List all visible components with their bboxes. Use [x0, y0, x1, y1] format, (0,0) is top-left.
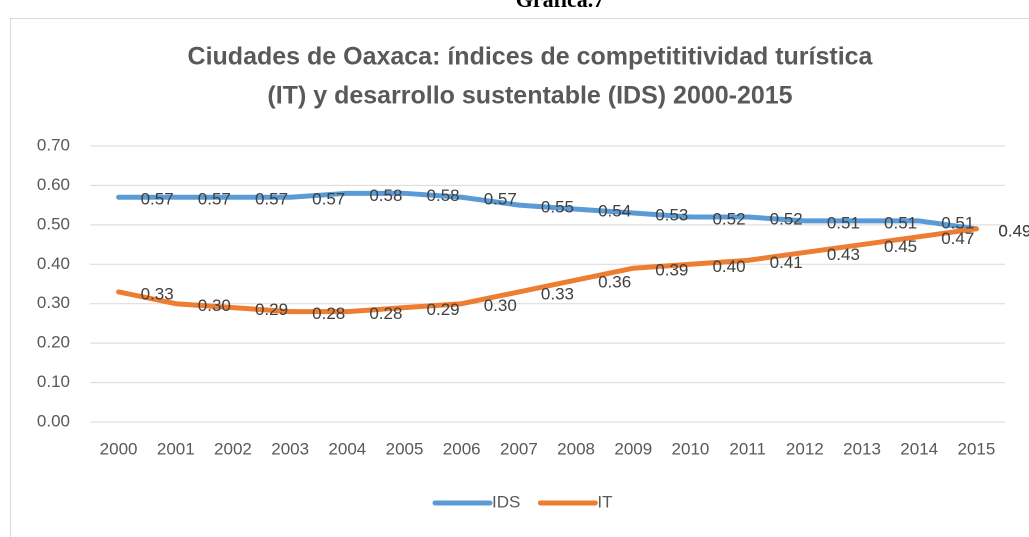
x-tick-label: 2011 — [729, 439, 766, 458]
data-label: 0.33 — [141, 284, 174, 303]
data-label: 0.40 — [712, 257, 745, 276]
x-tick-label: 2013 — [843, 439, 881, 458]
data-label: 0.58 — [427, 186, 460, 205]
data-label: 0.29 — [427, 300, 460, 319]
data-label: 0.45 — [884, 237, 917, 256]
legend-label: IDS — [492, 492, 520, 511]
data-label: 0.33 — [541, 284, 574, 303]
chart-title: Ciudades de Oaxaca: índices de competiti… — [188, 43, 874, 71]
x-tick-label: 2002 — [214, 439, 252, 458]
x-tick-label: 2012 — [786, 439, 824, 458]
data-label: 0.39 — [655, 261, 688, 280]
y-tick-label: 0.40 — [37, 254, 70, 273]
data-label: 0.52 — [770, 209, 803, 228]
x-tick-label: 2009 — [614, 439, 652, 458]
data-label: 0.57 — [198, 190, 231, 209]
x-tick-label: 2007 — [500, 439, 538, 458]
y-tick-label: 0.30 — [37, 293, 70, 312]
data-label: 0.43 — [827, 245, 860, 264]
data-label: 0.57 — [484, 190, 517, 209]
data-label: 0.52 — [712, 209, 745, 228]
data-label: 0.47 — [941, 229, 974, 248]
data-label: 0.29 — [255, 300, 288, 319]
legend-label: IT — [597, 492, 612, 511]
data-label: 0.51 — [884, 213, 917, 232]
data-label: 0.51 — [827, 213, 860, 232]
data-label: 0.54 — [598, 202, 631, 221]
x-tick-label: 2008 — [557, 439, 595, 458]
data-label: 0.55 — [541, 198, 574, 217]
data-label: 0.28 — [312, 304, 345, 323]
data-label: 0.49 — [998, 221, 1029, 240]
y-tick-label: 0.00 — [37, 411, 70, 430]
y-tick-label: 0.10 — [37, 372, 70, 391]
data-label: 0.58 — [369, 186, 402, 205]
data-label: 0.41 — [770, 253, 803, 272]
data-label: 0.30 — [198, 296, 231, 315]
x-tick-label: 2015 — [957, 439, 995, 458]
x-tick-label: 2001 — [157, 439, 195, 458]
x-tick-label: 2003 — [271, 439, 309, 458]
data-label: 0.57 — [141, 190, 174, 209]
x-tick-label: 2010 — [672, 439, 710, 458]
y-tick-label: 0.70 — [37, 135, 70, 154]
data-label: 0.57 — [312, 190, 345, 209]
figure-heading: Gráfica.7 — [516, 0, 605, 12]
x-tick-label: 2005 — [386, 439, 424, 458]
data-label: 0.57 — [255, 190, 288, 209]
chart-title: (IT) y desarrollo sustentable (IDS) 2000… — [267, 82, 792, 110]
data-label: 0.30 — [484, 296, 517, 315]
y-tick-label: 0.50 — [37, 214, 70, 233]
data-label: 0.53 — [655, 206, 688, 225]
series-line — [116, 190, 979, 232]
chart-border — [10, 18, 1029, 537]
y-tick-label: 0.20 — [37, 333, 70, 352]
data-label: 0.36 — [598, 273, 631, 292]
series-line — [116, 226, 979, 315]
x-tick-label: 2006 — [443, 439, 481, 458]
x-tick-label: 2014 — [900, 439, 938, 458]
data-label: 0.51 — [941, 213, 974, 232]
x-tick-label: 2004 — [328, 439, 366, 458]
data-label: 0.28 — [369, 304, 402, 323]
data-label: 0.49 — [998, 221, 1029, 240]
y-tick-label: 0.60 — [37, 175, 70, 194]
x-tick-label: 2000 — [100, 439, 138, 458]
